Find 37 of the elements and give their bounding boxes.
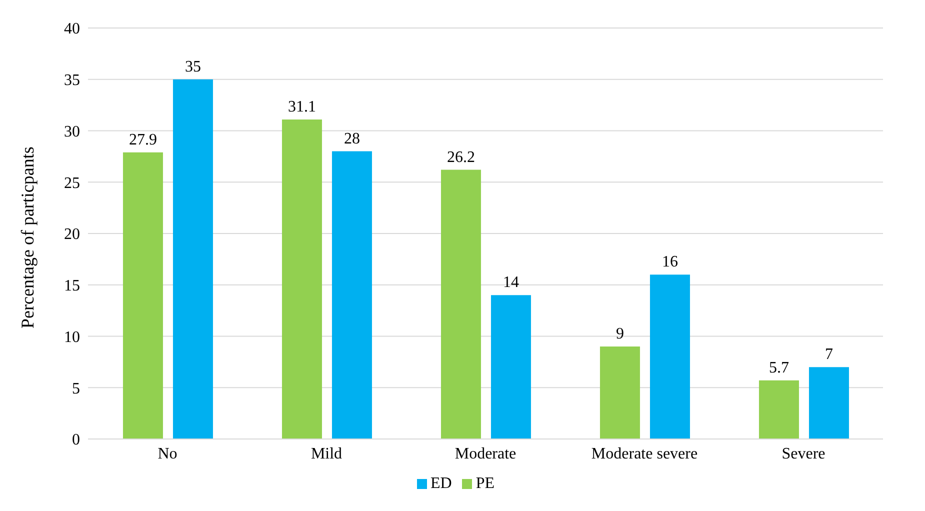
- data-label: 31.1: [288, 98, 316, 116]
- y-tick-label: 5: [72, 380, 80, 398]
- bar: [808, 367, 849, 439]
- x-tick-label: Severe: [782, 445, 826, 462]
- bar: [758, 380, 799, 439]
- data-label: 28: [344, 130, 360, 148]
- y-tick-label: 20: [64, 226, 80, 244]
- bar: [650, 274, 690, 439]
- data-label: 27.9: [128, 131, 157, 148]
- y-tick-label: 25: [64, 174, 80, 192]
- data-label: 14: [502, 274, 519, 292]
- y-tick-label: 10: [64, 328, 80, 346]
- bar: [172, 79, 213, 439]
- legend-label: ED: [430, 475, 452, 492]
- y-tick-label: 0: [72, 432, 80, 449]
- x-tick-label: No: [158, 445, 178, 462]
- data-label: 26.2: [446, 148, 475, 166]
- bar: [440, 170, 481, 439]
- bar: [332, 151, 372, 439]
- y-tick-label: 40: [64, 20, 80, 38]
- data-label: 5.7: [768, 359, 789, 376]
- y-axis-title: Percentage of particpants: [17, 146, 38, 328]
- bar: [490, 295, 531, 439]
- y-tick-label: 15: [64, 278, 80, 295]
- y-tick-label: 30: [64, 123, 80, 140]
- y-tick-label: 35: [64, 72, 80, 90]
- data-label: 35: [184, 58, 201, 76]
- data-label: 7: [824, 346, 833, 364]
- legend-label: PE: [476, 475, 494, 492]
- x-tick-label: Mild: [310, 445, 342, 462]
- bar: [282, 119, 322, 439]
- data-label: 9: [616, 326, 624, 343]
- data-label: 16: [662, 254, 678, 271]
- bar: [600, 346, 640, 439]
- x-tick-label: Moderate: [454, 445, 516, 462]
- bar: [122, 152, 163, 439]
- x-tick-label: Moderate severe: [591, 445, 698, 462]
